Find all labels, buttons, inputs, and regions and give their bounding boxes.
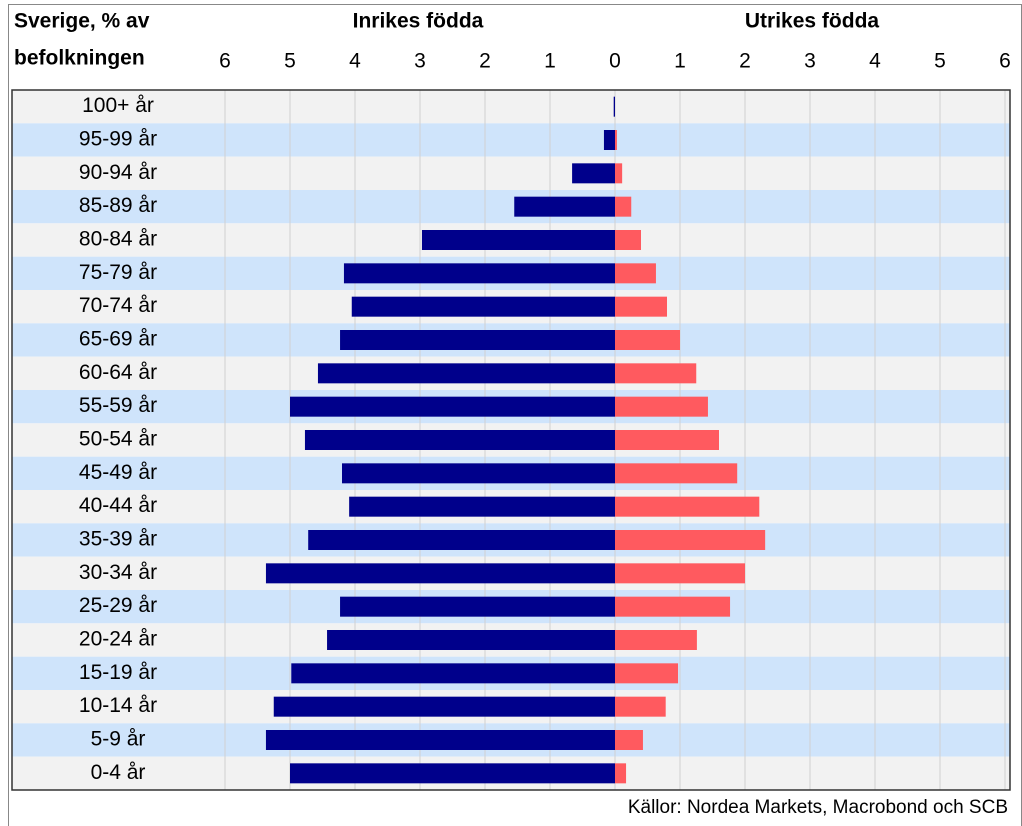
category-label: 50-54 år — [79, 428, 157, 451]
series-header: Utrikes födda — [745, 10, 880, 33]
bar — [615, 530, 766, 550]
row-band — [12, 156, 1010, 190]
bar — [615, 496, 760, 517]
category-label: 95-99 år — [79, 128, 157, 151]
row-band — [12, 123, 1010, 157]
x-tick-label: 1 — [544, 50, 556, 73]
bar — [615, 563, 745, 584]
category-label: 30-34 år — [79, 561, 157, 584]
bar — [327, 630, 615, 650]
bar — [615, 696, 666, 717]
category-label: 20-24 år — [79, 628, 157, 651]
title-line: befolkningen — [14, 47, 145, 70]
x-tick-label: 4 — [869, 50, 881, 73]
row-band — [12, 190, 1010, 224]
category-label: 15-19 år — [79, 661, 157, 684]
bar — [290, 396, 615, 417]
bar — [603, 130, 615, 150]
bar — [265, 730, 615, 750]
bar — [343, 263, 615, 284]
bar — [615, 163, 623, 184]
bar — [304, 430, 615, 450]
bar — [613, 96, 615, 117]
bar — [615, 363, 697, 384]
category-label: 5-9 år — [91, 728, 146, 751]
bar — [615, 296, 667, 317]
category-label: 90-94 år — [79, 161, 157, 184]
x-tick-label: 4 — [349, 50, 361, 73]
category-label: 100+ år — [82, 94, 154, 117]
plot-border — [11, 89, 1011, 791]
category-label: 45-49 år — [79, 461, 157, 484]
category-label: 80-84 år — [79, 228, 157, 251]
bar — [615, 663, 679, 684]
category-label: 0-4 år — [91, 761, 146, 784]
bar — [349, 496, 615, 517]
series-header: Inrikes födda — [353, 10, 484, 33]
x-tick-label: 6 — [219, 50, 231, 73]
bar — [514, 196, 615, 217]
x-tick-label: 3 — [414, 50, 426, 73]
bar — [317, 363, 615, 384]
bar — [351, 296, 615, 317]
x-tick-label: 2 — [479, 50, 491, 73]
bar — [615, 730, 643, 750]
category-label: 55-59 år — [79, 394, 157, 417]
bar — [340, 330, 615, 350]
x-tick-label: 5 — [284, 50, 296, 73]
bar — [290, 763, 615, 784]
bar — [615, 763, 627, 784]
bar — [615, 230, 641, 250]
bar — [421, 230, 615, 250]
bar — [615, 430, 719, 450]
bar — [615, 330, 680, 350]
bar — [615, 463, 738, 484]
category-label: 65-69 år — [79, 328, 157, 351]
bar — [273, 696, 615, 717]
bar — [572, 163, 615, 184]
bar — [615, 596, 731, 617]
category-label: 35-39 år — [79, 528, 157, 551]
source: Källor: Nordea Markets, Macrobond och SC… — [628, 797, 1008, 818]
bar — [615, 196, 632, 217]
category-label: 40-44 år — [79, 494, 157, 517]
title-line: Sverige, % av — [14, 10, 150, 33]
category-label: 10-14 år — [79, 694, 157, 717]
x-tick-label: 6 — [999, 50, 1011, 73]
bar — [308, 530, 615, 550]
bar — [342, 463, 615, 484]
category-label: 75-79 år — [79, 261, 157, 284]
category-label: 25-29 år — [79, 594, 157, 617]
bar — [615, 396, 708, 417]
category-label: 60-64 år — [79, 361, 157, 384]
bar — [291, 663, 615, 684]
bar — [615, 263, 656, 284]
x-tick-label: 3 — [804, 50, 816, 73]
x-tick-label: 0 — [609, 50, 621, 73]
x-tick-label: 1 — [674, 50, 686, 73]
bar — [615, 630, 697, 650]
bar — [265, 563, 615, 584]
x-tick-label: 2 — [739, 50, 751, 73]
bar — [615, 130, 617, 150]
bar — [340, 596, 615, 617]
x-tick-label: 5 — [934, 50, 946, 73]
row-band — [12, 90, 1010, 124]
category-label: 70-74 år — [79, 294, 157, 317]
category-label: 85-89 år — [79, 194, 157, 217]
